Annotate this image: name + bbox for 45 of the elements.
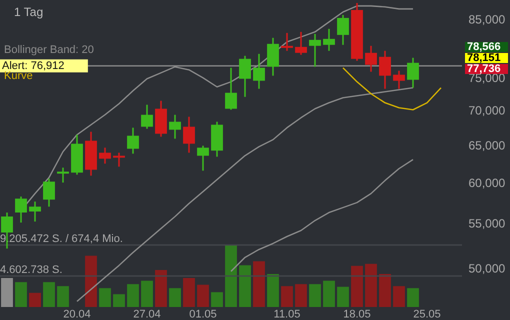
- y-tick-label: 70,000: [468, 104, 506, 118]
- y-tick-label: 85,000: [468, 12, 506, 26]
- candlestick: [57, 166, 69, 184]
- candlestick: [169, 114, 181, 140]
- candlestick: [253, 53, 265, 90]
- candlestick: [99, 146, 111, 164]
- candlestick: [407, 57, 419, 89]
- candlestick: [379, 50, 391, 90]
- y-tick-label: 65,000: [468, 138, 506, 152]
- candlestick: [113, 152, 125, 168]
- candlestick: [127, 126, 139, 154]
- y-tick-label: 60,000: [468, 176, 506, 190]
- text: 78,566: [467, 41, 501, 53]
- candlestick: [281, 32, 293, 52]
- candlestick: [29, 200, 41, 222]
- y-tick-label: 55,000: [468, 216, 506, 231]
- candlestick: [323, 28, 335, 52]
- x-tick-label: 20.04: [63, 308, 91, 320]
- candlestick: [141, 104, 153, 130]
- x-tick-label: 25.05: [413, 308, 441, 320]
- ref-line-label: Alert: 76,912: [2, 60, 64, 72]
- text: 78,151: [467, 52, 501, 64]
- candlestick: [295, 31, 307, 56]
- x-tick-label: 11.05: [274, 308, 300, 320]
- text: Kurve: [4, 70, 33, 82]
- candlestick: [337, 14, 349, 46]
- candlestick: [393, 70, 405, 90]
- y-tick-label: 50,000: [468, 261, 506, 276]
- chart-subtitle: 1 Tag: [14, 5, 44, 19]
- ref-line-label: 4.602.738 S.: [0, 264, 62, 276]
- candlestick: [365, 45, 377, 72]
- text: Bollinger Band: 20: [4, 44, 94, 56]
- candlestick: [43, 178, 55, 208]
- candlestick: [183, 116, 195, 154]
- x-tick-label: 01.05: [189, 308, 217, 320]
- candlestick: [197, 144, 209, 172]
- candlestick: [239, 55, 251, 98]
- candlestick: [309, 33, 321, 68]
- candlestick: [267, 37, 279, 76]
- x-tick-label: 18.05: [343, 308, 371, 320]
- candlestick: [15, 196, 27, 224]
- line-series: [342, 67, 442, 110]
- line-series: [230, 158, 414, 272]
- x-tick-label: 27.04: [133, 308, 161, 320]
- candlestick: [225, 67, 237, 111]
